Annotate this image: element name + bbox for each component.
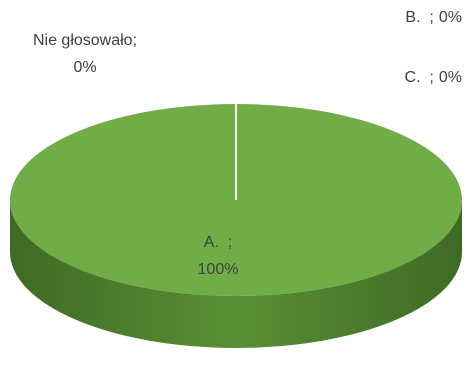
label-value: 0%	[439, 69, 462, 86]
label-category: B.	[405, 9, 429, 26]
label-separator: ;	[228, 234, 232, 251]
label-separator: ;	[429, 9, 433, 26]
data-label: B. ; 0%	[405, 9, 462, 26]
label-category: A.	[204, 234, 228, 251]
data-label: C. ; 0%	[405, 69, 462, 86]
data-label: A. ; 100%	[198, 234, 239, 278]
label-value: 0%	[73, 59, 96, 76]
label-value: 100%	[198, 261, 239, 278]
label-category: C.	[405, 69, 430, 86]
data-label: Nie głosowało; 0%	[33, 32, 137, 76]
label-category: Nie głosowało	[33, 32, 133, 49]
label-separator: ;	[429, 69, 433, 86]
label-separator: ;	[133, 32, 137, 49]
label-value: 0%	[439, 9, 462, 26]
pie-side	[10, 200, 462, 348]
